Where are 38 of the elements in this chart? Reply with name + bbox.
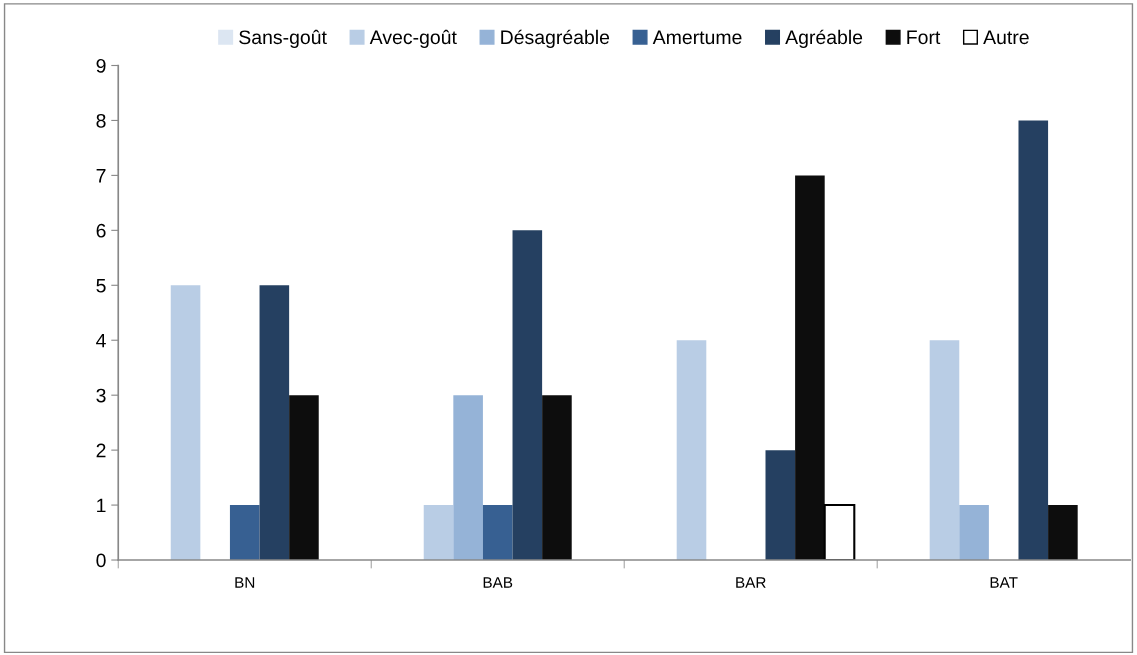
bar <box>423 505 454 561</box>
y-tick-label: 8 <box>96 113 106 128</box>
y-tick-label: 7 <box>96 169 106 183</box>
legend-label: Autre <box>983 30 1029 45</box>
bar <box>823 504 856 561</box>
bar <box>765 450 796 561</box>
x-tick-label: BAR <box>736 577 766 588</box>
x-tick-label: BN <box>235 577 255 588</box>
y-tick-label: 6 <box>96 223 106 238</box>
bar <box>542 395 572 561</box>
bar <box>453 395 483 561</box>
y-tick-label: 5 <box>96 278 106 293</box>
bar <box>795 175 825 561</box>
y-tick-label: 1 <box>97 498 106 513</box>
y-tick-label: 3 <box>96 388 106 403</box>
bar <box>1048 505 1078 561</box>
x-tick-label: BAB <box>483 577 513 588</box>
legend-label: Fort <box>907 30 941 45</box>
bar <box>229 505 260 561</box>
bar <box>259 285 290 561</box>
bar <box>482 505 513 561</box>
legend-label: Agréable <box>785 29 863 48</box>
legend-label: Sans-goût <box>239 29 327 48</box>
bar <box>959 505 989 561</box>
bar <box>676 340 707 561</box>
y-tick-label: 0 <box>96 553 106 568</box>
bar <box>170 285 201 561</box>
bar <box>289 395 319 561</box>
y-tick-label: 2 <box>96 443 106 458</box>
y-tick-label: 4 <box>96 333 106 348</box>
bar <box>929 340 960 561</box>
legend-label: Désagréable <box>501 29 610 48</box>
y-tick-label: 9 <box>96 58 106 73</box>
legend-label: Avec-goût <box>369 29 457 48</box>
bar <box>1018 120 1049 561</box>
x-tick-label: BAT <box>990 577 1018 588</box>
legend-label: Amertume <box>652 30 742 45</box>
bar <box>512 230 543 561</box>
